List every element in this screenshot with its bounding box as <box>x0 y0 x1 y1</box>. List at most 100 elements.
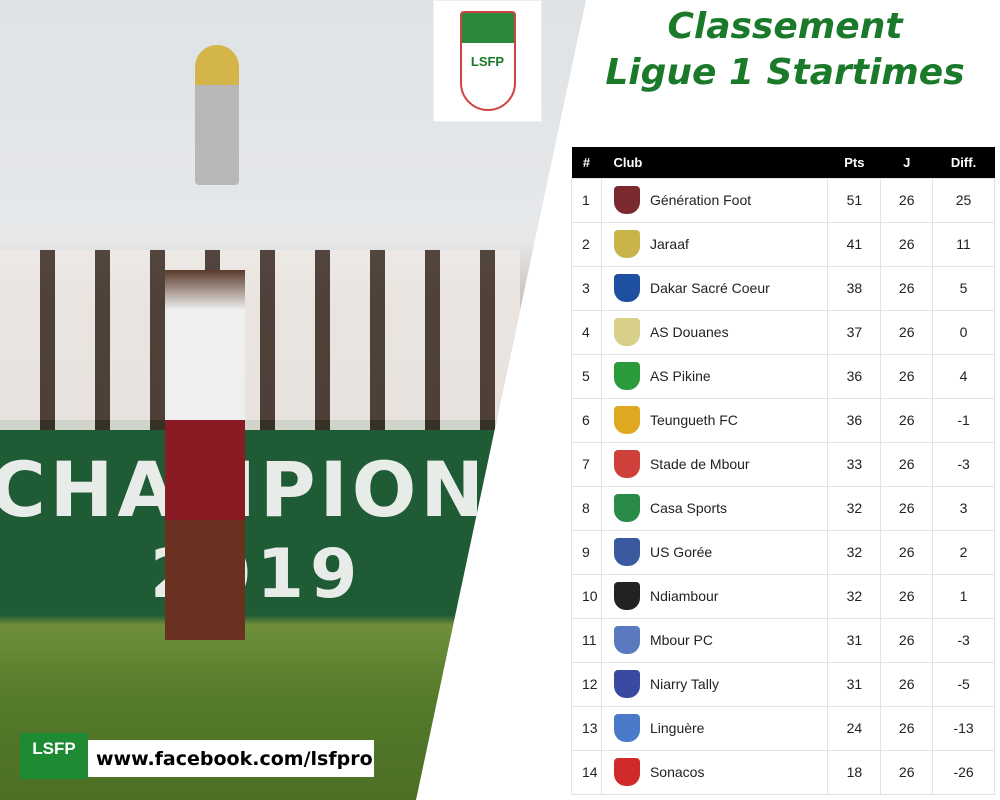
played: 26 <box>880 177 934 223</box>
goal-diff: 11 <box>932 221 995 267</box>
title-line2: Ligue 1 Startimes <box>605 52 965 93</box>
goal-diff: -3 <box>932 441 995 487</box>
club-name: Ndiambour <box>649 588 719 604</box>
club-name: Dakar Sacré Coeur <box>649 280 770 296</box>
club-cell: Sonacos <box>600 749 829 795</box>
points: 31 <box>827 661 882 707</box>
club-cell: AS Pikine <box>600 353 829 399</box>
club-crest-icon <box>613 274 640 302</box>
table-header: # Club Pts J Diff. <box>571 147 995 178</box>
club-crest-icon <box>613 318 640 346</box>
rank: 11 <box>571 617 602 663</box>
table-row: 9 US Gorée 32 26 2 <box>571 529 995 575</box>
club-crest-icon <box>613 538 640 566</box>
played: 26 <box>880 309 934 355</box>
goal-diff: -13 <box>932 705 995 751</box>
standings-table: # Club Pts J Diff. 1 Génération Foot 51 … <box>571 147 995 795</box>
club-crest-icon <box>613 582 640 610</box>
goal-diff: 1 <box>932 573 995 619</box>
played: 26 <box>880 617 934 663</box>
rank: 12 <box>571 661 602 707</box>
club-crest-icon <box>613 406 640 434</box>
goal-diff: 5 <box>932 265 995 311</box>
table-row: 3 Dakar Sacré Coeur 38 26 5 <box>571 265 995 311</box>
club-crest-icon <box>613 714 640 742</box>
club-cell: Ndiambour <box>600 573 829 619</box>
club-cell: Mbour PC <box>600 617 829 663</box>
goal-diff: 0 <box>932 309 995 355</box>
table-row: 5 AS Pikine 36 26 4 <box>571 353 995 399</box>
played: 26 <box>880 573 934 619</box>
table-row: 7 Stade de Mbour 33 26 -3 <box>571 441 995 487</box>
player <box>165 270 245 640</box>
title-line1: Classement <box>667 6 903 47</box>
club-name: Mbour PC <box>649 632 713 648</box>
goal-diff: 3 <box>932 485 995 531</box>
played: 26 <box>880 353 934 399</box>
table-row: 1 Génération Foot 51 26 25 <box>571 177 995 223</box>
rank: 5 <box>571 353 602 399</box>
club-cell: Stade de Mbour <box>600 441 829 487</box>
club-name: US Gorée <box>649 544 713 560</box>
club-name: Génération Foot <box>649 192 752 208</box>
club-cell: Casa Sports <box>600 485 829 531</box>
club-name: Teungueth FC <box>649 412 738 428</box>
goal-diff: 2 <box>932 529 995 575</box>
points: 41 <box>827 221 882 267</box>
goal-diff: -26 <box>932 749 995 795</box>
table-row: 11 Mbour PC 31 26 -3 <box>571 617 995 663</box>
table-row: 8 Casa Sports 32 26 3 <box>571 485 995 531</box>
played: 26 <box>880 749 934 795</box>
club-crest-icon <box>613 626 640 654</box>
points: 36 <box>827 397 882 443</box>
rank: 3 <box>571 265 602 311</box>
table-row: 2 Jaraaf 41 26 11 <box>571 221 995 267</box>
club-name: Jaraaf <box>649 236 689 252</box>
rank: 7 <box>571 441 602 487</box>
logo-shield: LSFP <box>459 11 516 111</box>
points: 33 <box>827 441 882 487</box>
goal-diff: 25 <box>932 177 995 223</box>
played: 26 <box>880 265 934 311</box>
club-cell: Jaraaf <box>600 221 829 267</box>
club-cell: Génération Foot <box>600 177 829 223</box>
rank: 14 <box>571 749 602 795</box>
table-row: 13 Linguère 24 26 -13 <box>571 705 995 751</box>
facebook-link[interactable]: www.facebook.com/lsfpro <box>88 740 374 777</box>
club-crest-icon <box>613 450 640 478</box>
points: 51 <box>827 177 882 223</box>
club-name: Casa Sports <box>649 500 728 516</box>
played: 26 <box>880 397 934 443</box>
goal-diff: -3 <box>932 617 995 663</box>
club-crest-icon <box>613 758 640 786</box>
lsfp-logo-text: LSFP <box>32 739 76 758</box>
club-name: AS Douanes <box>649 324 729 340</box>
points: 38 <box>827 265 882 311</box>
club-crest-icon <box>613 494 640 522</box>
club-crest-icon <box>613 186 640 214</box>
crowd <box>0 250 520 430</box>
played: 26 <box>880 529 934 575</box>
goal-diff: -1 <box>932 397 995 443</box>
points: 18 <box>827 749 882 795</box>
club-name: Sonacos <box>649 764 705 780</box>
club-cell: Dakar Sacré Coeur <box>600 265 829 311</box>
points: 37 <box>827 309 882 355</box>
club-crest-icon <box>613 230 640 258</box>
trophy <box>195 45 239 185</box>
rank: 4 <box>571 309 602 355</box>
points: 36 <box>827 353 882 399</box>
lsfp-logo: LSFP <box>20 693 88 779</box>
goal-diff: 4 <box>932 353 995 399</box>
header-diff: Diff. <box>932 147 995 178</box>
table-row: 12 Niarry Tally 31 26 -5 <box>571 661 995 707</box>
header-rank: # <box>571 147 602 178</box>
club-cell: Linguère <box>600 705 829 751</box>
played: 26 <box>880 441 934 487</box>
header-pts: Pts <box>827 147 881 178</box>
rank: 2 <box>571 221 602 267</box>
played: 26 <box>880 661 934 707</box>
club-cell: US Gorée <box>600 529 829 575</box>
club-name: Linguère <box>649 720 705 736</box>
rank: 1 <box>571 177 602 223</box>
